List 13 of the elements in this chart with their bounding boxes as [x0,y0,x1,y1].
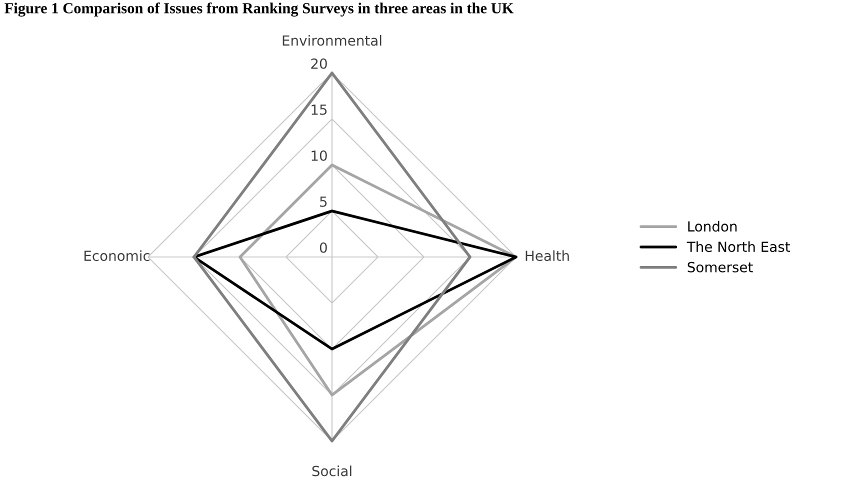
legend-label: London [688,220,737,232]
spoke-label: Social [312,466,352,476]
spoke-label: Economic [84,250,150,262]
spoke-label: Environmental [282,35,382,46]
y-tick-label: 10 [312,150,327,161]
spoke-label: Health [526,250,569,262]
y-tick-label: 15 [312,104,327,115]
y-tick-label: 20 [311,58,327,69]
legend-label: Somerset [688,262,753,272]
chart-title: Figure 1 Comparison of Issues from Ranking Surveys in three areas in the UK [4,2,514,17]
y-tick-label: 0 [320,242,327,253]
y-tick-label: 5 [320,196,327,207]
legend-label: The North East [686,241,790,252]
